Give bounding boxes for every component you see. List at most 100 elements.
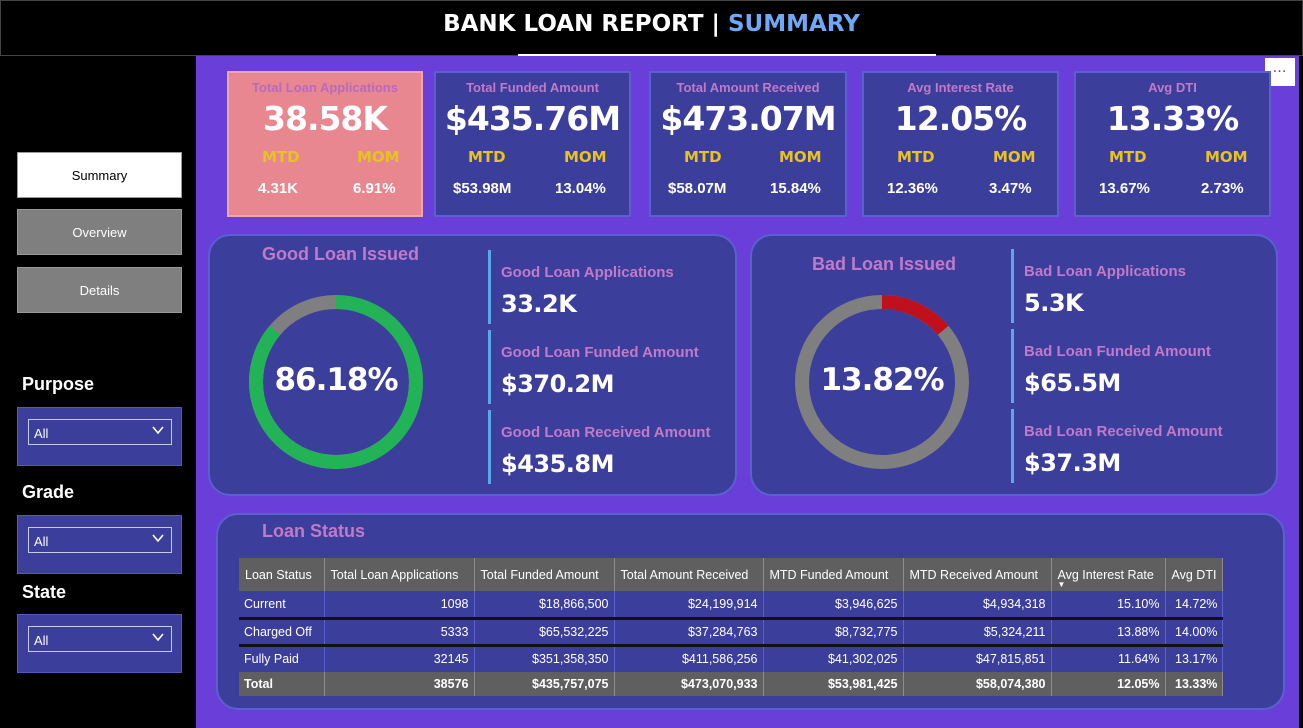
page-title: BANK LOAN REPORT | SUMMARY (443, 11, 860, 37)
table-cell: $4,934,318 (903, 591, 1052, 620)
column-header[interactable]: MTD Funded Amount (763, 558, 904, 591)
grade-filter: All (17, 515, 182, 574)
table-cell: $37,284,763 (614, 618, 764, 647)
table-cell: 14.00% (1165, 618, 1224, 647)
table-cell: $41,302,025 (763, 645, 904, 672)
table-cell: Total (239, 672, 325, 696)
table-cell: 13.33% (1165, 672, 1224, 696)
good-loan-received-amount: Good Loan Received Amount $435.8M (488, 410, 710, 484)
kpi-value: $435.76M (444, 99, 621, 138)
kpi-total-loan-applications: Total Loan Applications 38.58K MTD MOM 4… (227, 71, 423, 217)
purpose-dropdown[interactable]: All (28, 419, 172, 445)
good-loan-donut (249, 295, 423, 469)
table-cell: $5,324,211 (903, 618, 1052, 647)
good-loan-applications: Good Loan Applications 33.2K (488, 250, 674, 324)
table-cell: 11.64% (1051, 645, 1166, 672)
title-underline (518, 54, 936, 57)
kpi-mom-value: 2.73% (1201, 180, 1244, 197)
loan-status-table: Loan Status Total Loan Applications Tota… (239, 558, 1224, 696)
metric-value: $37.3M (1024, 449, 1121, 477)
chevron-down-icon (152, 426, 164, 435)
kpi-mtd-value: 4.31K (258, 180, 299, 197)
state-dropdown[interactable]: All (28, 626, 172, 652)
table-cell: $47,815,851 (903, 645, 1052, 672)
kpi-label: Avg Interest Rate (907, 80, 1014, 95)
table-cell: $65,532,225 (474, 618, 615, 647)
kpi-mtd-label: MTD (684, 148, 722, 166)
table-cell: 12.05% (1051, 672, 1166, 696)
kpi-mom-value: 3.47% (989, 180, 1032, 197)
kpi-mtd-label: MTD (262, 148, 300, 166)
table-row: Charged Off 5333 $65,532,225 $37,284,763… (239, 618, 1224, 647)
metric-value: 5.3K (1024, 289, 1084, 317)
grade-filter-label: Grade (22, 482, 75, 502)
kpi-mtd-value: $58.07M (668, 180, 727, 197)
table-cell: 13.88% (1051, 618, 1166, 647)
kpi-total-amount-received: Total Amount Received $473.07M MTD MOM $… (649, 71, 847, 217)
nav-details-button[interactable]: Details (17, 267, 182, 313)
kpi-mom-value: 6.91% (353, 180, 396, 197)
table-cell: 32145 (324, 645, 475, 672)
sidebar: Summary Overview Details Purpose All Gra… (0, 56, 196, 728)
table-cell: $8,732,775 (763, 618, 904, 647)
column-header[interactable]: Total Amount Received (614, 558, 764, 591)
table-cell: $58,074,380 (903, 672, 1052, 696)
bad-loan-donut (795, 295, 969, 469)
column-header[interactable]: Total Funded Amount (474, 558, 615, 591)
good-loan-funded-amount: Good Loan Funded Amount $370.2M (488, 330, 699, 404)
good-loan-percentage: 86.18% (274, 362, 398, 398)
column-header[interactable]: Loan Status (239, 558, 325, 591)
kpi-mtd-value: 12.36% (887, 180, 938, 197)
metric-label: Bad Loan Applications (1024, 263, 1186, 280)
kpi-total-funded-amount: Total Funded Amount $435.76M MTD MOM $53… (434, 71, 631, 217)
kpi-label: Total Amount Received (676, 80, 820, 95)
table-cell: Charged Off (239, 618, 325, 647)
metric-label: Good Loan Funded Amount (501, 344, 699, 361)
nav-summary-button[interactable]: Summary (17, 152, 182, 198)
metric-label: Good Loan Applications (501, 264, 674, 281)
table-row: Fully Paid 32145 $351,358,350 $411,586,2… (239, 645, 1224, 672)
kpi-mtd-value: $53.98M (453, 180, 512, 197)
kpi-value: 38.58K (263, 99, 388, 138)
kpi-mom-value: 15.84% (770, 180, 821, 197)
bad-loan-title: Bad Loan Issued (812, 254, 957, 274)
donut-bad-arc (795, 295, 969, 469)
chevron-down-icon (152, 534, 164, 543)
kpi-label: Total Loan Applications (252, 80, 398, 95)
grade-dropdown[interactable]: All (28, 527, 172, 553)
kpi-mtd-label: MTD (1109, 148, 1147, 166)
report-canvas: … Total Loan Applications 38.58K MTD MOM… (196, 56, 1299, 728)
kpi-label: Avg DTI (1148, 80, 1197, 95)
good-loan-title: Good Loan Issued (262, 244, 420, 264)
metric-value: 33.2K (501, 290, 577, 318)
column-header[interactable]: Total Loan Applications (324, 558, 475, 591)
nav-overview-button[interactable]: Overview (17, 209, 182, 255)
column-header-label: Avg Interest Rate (1057, 567, 1154, 582)
kpi-value: $473.07M (660, 99, 836, 138)
table-cell: $18,866,500 (474, 591, 615, 620)
table-header-row: Loan Status Total Loan Applications Tota… (239, 558, 1224, 591)
column-header[interactable]: Avg Interest Rate ▼ (1051, 558, 1166, 591)
state-filter: All (17, 614, 182, 673)
report-header: BANK LOAN REPORT | SUMMARY (0, 0, 1303, 57)
kpi-avg-dti: Avg DTI 13.33% MTD MOM 13.67% 2.73% (1074, 71, 1271, 217)
table-cell: $24,199,914 (614, 591, 764, 620)
metric-label: Bad Loan Funded Amount (1024, 343, 1211, 360)
kpi-mom-label: MOM (1205, 148, 1248, 166)
table-cell: $435,757,075 (474, 672, 615, 696)
kpi-mtd-label: MTD (897, 148, 935, 166)
kpi-mom-label: MOM (993, 148, 1036, 166)
kpi-mom-value: 13.04% (555, 180, 606, 197)
metric-value: $435.8M (501, 450, 615, 478)
table-cell: 38576 (324, 672, 475, 696)
table-cell: 1098 (324, 591, 475, 620)
kpi-label: Total Funded Amount (466, 80, 599, 95)
column-header[interactable]: MTD Received Amount (903, 558, 1052, 591)
table-total-row: Total 38576 $435,757,075 $473,070,933 $5… (239, 672, 1224, 696)
table-cell: Current (239, 591, 325, 620)
kpi-value: 13.33% (1106, 99, 1239, 138)
table-cell: 5333 (324, 618, 475, 647)
bad-loan-received-amount: Bad Loan Received Amount $37.3M (1011, 409, 1223, 483)
column-header[interactable]: Avg DTI (1165, 558, 1224, 591)
